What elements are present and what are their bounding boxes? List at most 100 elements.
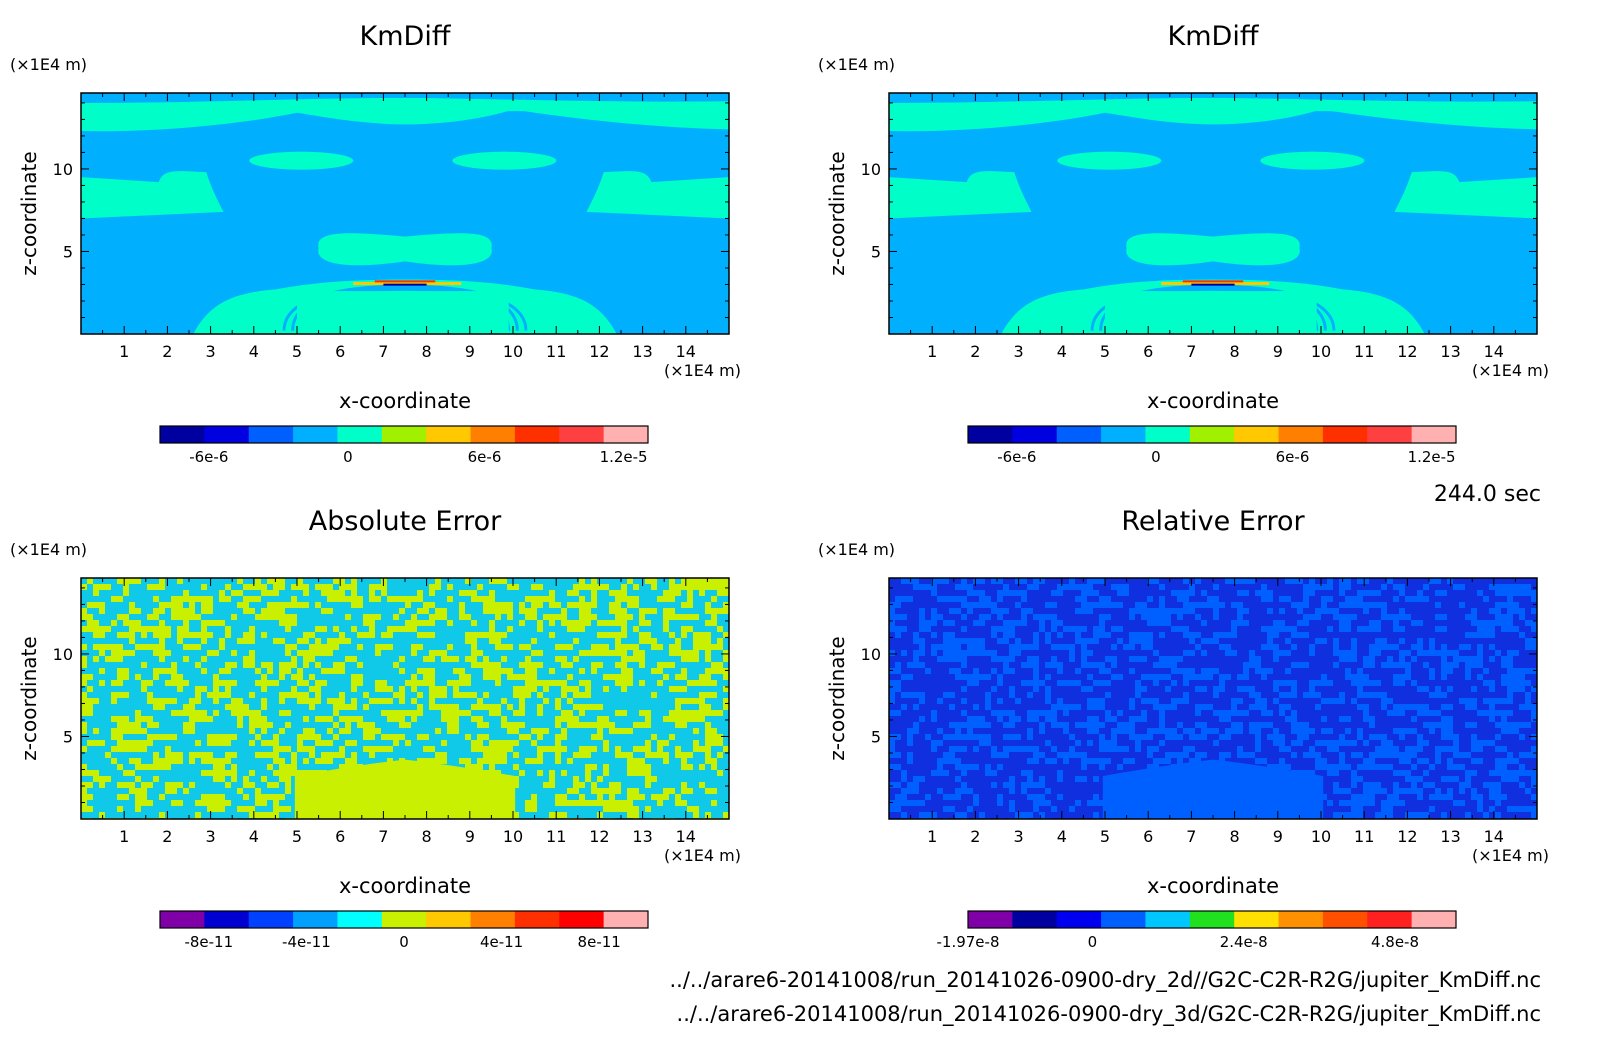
colorbar-label: -6e-6 bbox=[189, 448, 228, 466]
colorbar-segment bbox=[1012, 426, 1058, 443]
x-tick-label: 9 bbox=[1273, 827, 1283, 846]
x-tick-label: 5 bbox=[292, 342, 302, 361]
colorbar-segment bbox=[293, 911, 338, 928]
x-axis-label: x-coordinate bbox=[339, 874, 471, 898]
x-tick-label: 1 bbox=[119, 827, 129, 846]
contour-lens-right bbox=[1260, 151, 1365, 170]
colorbar-segment bbox=[337, 911, 383, 928]
x-tick-label: 3 bbox=[206, 342, 216, 361]
colorbar-label: 2.4e-8 bbox=[1220, 933, 1268, 951]
colorbar-segment bbox=[1234, 911, 1280, 928]
time-label: 244.0 sec bbox=[1434, 482, 1541, 507]
colorbar-segment bbox=[1322, 426, 1368, 443]
colorbar-segment bbox=[1189, 426, 1235, 443]
x-tick-label: 12 bbox=[589, 342, 609, 361]
x-tick-label: 13 bbox=[1440, 342, 1460, 361]
contour-lower-blob bbox=[318, 233, 492, 266]
y-tick-label: 10 bbox=[861, 160, 881, 179]
colorbar-segment bbox=[1145, 426, 1191, 443]
colorbar-segment bbox=[559, 911, 605, 928]
x-unit-label: (×1E4 m) bbox=[1472, 846, 1549, 865]
colorbar-segment bbox=[1322, 911, 1368, 928]
contour-lens-right bbox=[452, 151, 557, 170]
colorbar-segment bbox=[1411, 911, 1457, 928]
x-tick-label: 5 bbox=[292, 827, 302, 846]
y-axis-label: z-coordinate bbox=[825, 636, 849, 760]
x-tick-label: 9 bbox=[465, 342, 475, 361]
colorbar-segment bbox=[381, 911, 427, 928]
chart-title: KmDiff bbox=[360, 21, 452, 52]
contour-top-band bbox=[1040, 102, 1386, 112]
smooth-region bbox=[1102, 759, 1324, 819]
colorbar-segment bbox=[1056, 911, 1102, 928]
x-tick-label: 12 bbox=[1397, 827, 1417, 846]
x-tick-label: 3 bbox=[206, 827, 216, 846]
colorbar-label: -1.97e-8 bbox=[937, 933, 1000, 951]
plot-area bbox=[889, 578, 1537, 819]
colorbar-segment bbox=[559, 426, 605, 443]
x-tick-label: 2 bbox=[970, 827, 980, 846]
x-tick-label: 3 bbox=[1014, 342, 1024, 361]
y-tick-label: 5 bbox=[871, 727, 881, 746]
colorbar-label: 6e-6 bbox=[1276, 448, 1310, 466]
y-tick-label: 10 bbox=[53, 160, 73, 179]
x-tick-label: 4 bbox=[249, 827, 259, 846]
x-tick-label: 5 bbox=[1100, 827, 1110, 846]
colorbar-segment bbox=[1101, 426, 1146, 443]
panels-group: KmDiff(×1E4 m)1 2 3 4 5 6 7 8 9 10 11 12 13 14510(×1E… bbox=[10, 21, 1549, 951]
colorbar-label: 4.8e-8 bbox=[1371, 933, 1419, 951]
chart-kmdiff-2d: KmDiff(×1E4 m)1 2 3 4 5 6 7 8 9 10 11 12 13 14510(×1E… bbox=[10, 21, 741, 466]
contour-side-left bbox=[81, 171, 224, 219]
colorbar-label: 0 bbox=[1088, 933, 1098, 951]
y-tick-label: 10 bbox=[53, 645, 73, 664]
contour-side-left bbox=[889, 171, 1032, 219]
colorbar-segment bbox=[1367, 911, 1413, 928]
colorbar-segment bbox=[514, 911, 560, 928]
contour-plateau bbox=[297, 291, 509, 333]
file-path-2d: ../../arare6-20141008/run_20141026-0900-… bbox=[669, 968, 1541, 993]
x-tick-label: 8 bbox=[1230, 342, 1240, 361]
x-tick-label: 2 bbox=[162, 827, 172, 846]
x-tick-label: 10 bbox=[1311, 827, 1331, 846]
contour-upper-band bbox=[889, 93, 1537, 132]
colorbar-segment bbox=[1234, 426, 1280, 443]
x-tick-label: 1 bbox=[119, 342, 129, 361]
contour-side-right bbox=[586, 171, 729, 219]
x-tick-label: 11 bbox=[1354, 827, 1374, 846]
x-tick-label: 14 bbox=[676, 342, 696, 361]
x-tick-label: 6 bbox=[1143, 342, 1153, 361]
y-unit-label: (×1E4 m) bbox=[818, 540, 895, 559]
colorbar-segment bbox=[426, 426, 472, 443]
colorbar-label: 0 bbox=[343, 448, 353, 466]
colorbar-segment bbox=[1056, 426, 1102, 443]
plot-area bbox=[81, 93, 729, 334]
colorbar-segment bbox=[514, 426, 560, 443]
colorbar-segment bbox=[160, 426, 205, 443]
x-tick-label: 14 bbox=[676, 827, 696, 846]
contour-hot-line bbox=[353, 282, 462, 286]
colorbar-segment bbox=[968, 911, 1013, 928]
colorbar-segment bbox=[248, 426, 294, 443]
x-tick-label: 13 bbox=[632, 827, 652, 846]
colorbar-segment bbox=[1278, 911, 1324, 928]
colorbar-label: 1.2e-5 bbox=[1408, 448, 1456, 466]
x-axis-label: x-coordinate bbox=[1147, 389, 1279, 413]
x-tick-label: 11 bbox=[1354, 342, 1374, 361]
contour-hot-core bbox=[374, 280, 436, 283]
chart-kmdiff-3d: KmDiff(×1E4 m)1 2 3 4 5 6 7 8 9 10 11 12 13 14510(×1E… bbox=[818, 21, 1549, 466]
chart-absolute-error: Absolute Error(×1E4 m)1 2 3 4 5 6 7 8 9 10 11 12 13 1… bbox=[10, 506, 741, 951]
contour-lower-blob bbox=[1126, 233, 1300, 266]
plot-area bbox=[889, 93, 1537, 334]
x-tick-label: 4 bbox=[249, 342, 259, 361]
x-axis-label: x-coordinate bbox=[339, 389, 471, 413]
x-tick-label: 9 bbox=[1273, 342, 1283, 361]
x-tick-label: 10 bbox=[1311, 342, 1331, 361]
smooth-region bbox=[294, 759, 516, 819]
colorbar-segment bbox=[426, 911, 472, 928]
noise-field bbox=[81, 578, 729, 819]
colorbar-segment bbox=[160, 911, 205, 928]
x-tick-label: 7 bbox=[378, 827, 388, 846]
x-tick-label: 7 bbox=[378, 342, 388, 361]
contour-top-band bbox=[232, 102, 578, 112]
